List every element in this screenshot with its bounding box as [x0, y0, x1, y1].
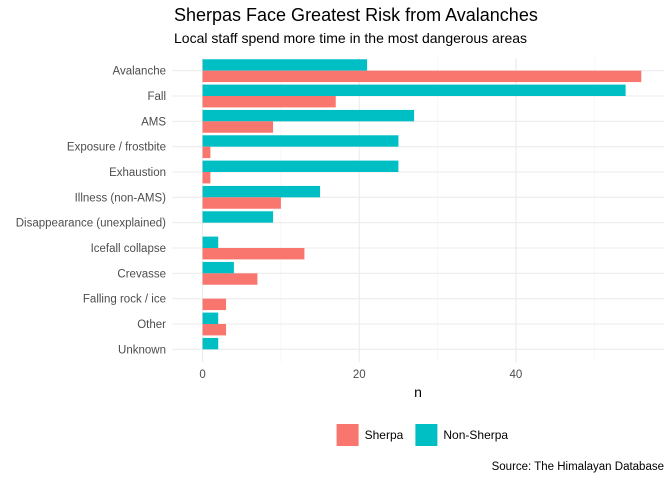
chart-title: Sherpas Face Greatest Risk from Avalanch… — [174, 5, 538, 25]
bar-sherpa — [202, 273, 258, 285]
category-label: Illness (non-AMS) — [75, 192, 167, 204]
bar-sherpa — [202, 248, 305, 260]
category-label: Icefall collapse — [91, 243, 166, 255]
bar-non-sherpa — [202, 312, 219, 324]
category-label: Other — [137, 319, 166, 331]
bar-non-sherpa — [202, 109, 415, 122]
category-label: Unknown — [118, 344, 166, 356]
legend-label: Non-Sherpa — [443, 428, 508, 442]
bar-sherpa — [202, 121, 274, 133]
bar-non-sherpa — [202, 236, 219, 248]
bar-non-sherpa — [202, 84, 626, 96]
legend-key — [415, 424, 438, 446]
bar-non-sherpa — [202, 185, 321, 198]
chart-caption: Source: The Himalayan Database — [492, 461, 664, 473]
bar-sherpa — [202, 146, 211, 159]
category-label: Exposure / frostbite — [67, 142, 166, 154]
category-label: Disappearance (unexplained) — [16, 218, 166, 230]
bar-sherpa — [202, 324, 227, 336]
legend: Sherpa Non-Sherpa — [336, 424, 508, 446]
legend-key — [336, 424, 359, 446]
x-axis-title: n — [414, 384, 422, 400]
category-label: Exhaustion — [109, 167, 166, 179]
bar-non-sherpa — [202, 337, 219, 350]
chart-subtitle: Local staff spend more time in the most … — [174, 30, 527, 46]
category-label: AMS — [141, 116, 166, 128]
bar-sherpa — [202, 298, 227, 311]
bar-non-sherpa — [202, 160, 399, 172]
x-tick-label: 40 — [510, 369, 523, 381]
category-label: Avalanche — [113, 66, 167, 78]
bar-non-sherpa — [202, 59, 368, 71]
x-tick-label: 20 — [353, 369, 366, 381]
plot-area: Avalanche Fall AMS Exposure / frostbite Exha… — [16, 58, 664, 381]
bar-non-sherpa — [202, 135, 399, 147]
bar-non-sherpa — [202, 261, 234, 274]
category-label: Fall — [147, 91, 166, 103]
legend-label: Sherpa — [365, 428, 404, 442]
bar-sherpa — [202, 197, 281, 209]
bar-non-sherpa — [202, 211, 274, 223]
category-label: Falling rock / ice — [83, 294, 166, 306]
category-label: Crevasse — [117, 268, 166, 280]
bar-sherpa — [202, 70, 642, 83]
x-tick-label: 0 — [199, 369, 205, 381]
bar-sherpa — [202, 172, 211, 184]
bar-sherpa — [202, 96, 336, 108]
